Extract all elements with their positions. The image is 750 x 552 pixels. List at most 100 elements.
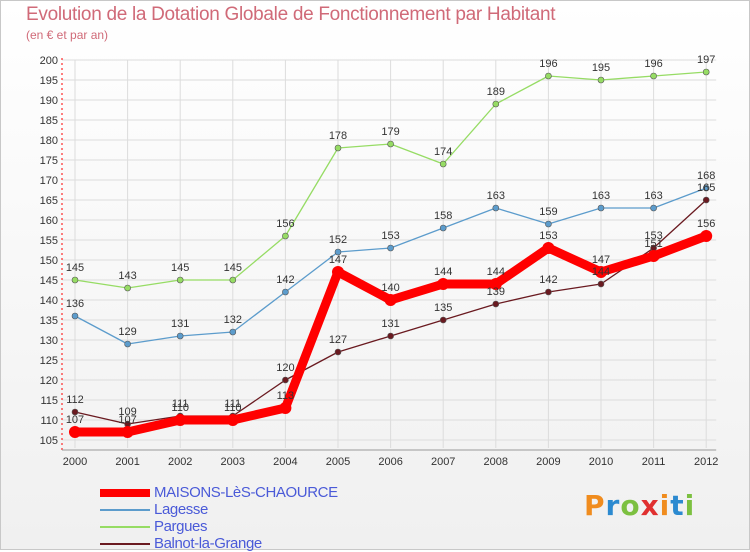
data-label: 165 — [697, 182, 715, 194]
data-point — [492, 204, 500, 212]
data-point — [332, 266, 344, 278]
x-tick-label: 2002 — [168, 456, 192, 468]
x-tick-label: 2008 — [484, 456, 508, 468]
data-point — [439, 316, 447, 324]
data-point — [597, 76, 605, 84]
y-tick-label: 150 — [40, 255, 58, 267]
data-point — [69, 426, 81, 438]
y-tick-label: 195 — [40, 75, 58, 87]
data-label: 163 — [644, 190, 662, 202]
y-tick-label: 190 — [40, 95, 58, 107]
data-label: 156 — [697, 218, 715, 230]
data-point — [650, 72, 657, 80]
data-point — [71, 312, 79, 320]
chart-subtitle: (en € et par an) — [26, 28, 109, 42]
data-label: 143 — [118, 270, 136, 282]
logo-letter: t — [670, 489, 685, 522]
y-tick-label: 125 — [40, 355, 58, 367]
logo-letter: r — [605, 489, 621, 522]
data-point — [542, 242, 555, 254]
data-label: 163 — [592, 190, 610, 202]
data-point — [489, 278, 502, 290]
logo-letter: x — [640, 489, 660, 522]
y-tick-label: 140 — [40, 295, 58, 307]
data-label: 196 — [539, 58, 557, 70]
x-tick-label: 2007 — [431, 456, 455, 468]
data-label: 158 — [434, 210, 452, 222]
logo-letter: i — [684, 489, 696, 522]
data-point — [545, 220, 552, 228]
data-point — [174, 414, 187, 426]
y-tick-label: 110 — [40, 415, 58, 427]
data-label: 145 — [66, 262, 84, 274]
logo-letter: o — [620, 489, 641, 522]
data-point — [387, 244, 394, 252]
x-tick-label: 2006 — [378, 456, 402, 468]
y-tick-label: 120 — [40, 375, 58, 387]
data-label: 145 — [224, 262, 242, 274]
data-point — [229, 276, 237, 284]
data-point — [545, 288, 552, 296]
y-tick-label: 180 — [40, 135, 58, 147]
y-tick-label: 145 — [40, 275, 58, 287]
data-label: 144 — [487, 266, 505, 278]
data-point — [282, 232, 289, 240]
x-tick-label: 2005 — [326, 456, 350, 468]
y-tick-label: 200 — [40, 55, 58, 67]
data-label: 151 — [644, 238, 662, 250]
data-label: 131 — [381, 318, 399, 330]
x-tick-label: 2011 — [642, 456, 666, 468]
legend-label: Balnot-la-Grange — [154, 535, 262, 552]
data-point — [439, 160, 447, 168]
data-point — [121, 426, 134, 438]
data-label: 136 — [66, 298, 84, 310]
data-label: 153 — [539, 230, 557, 242]
data-point — [702, 184, 710, 192]
data-label: 142 — [539, 274, 557, 286]
data-label: 113 — [277, 390, 295, 402]
data-label: 131 — [171, 318, 189, 330]
data-point — [71, 408, 79, 416]
data-point — [437, 278, 450, 290]
data-point — [229, 328, 237, 336]
data-point — [176, 332, 184, 340]
data-label: 127 — [329, 334, 347, 346]
data-label: 156 — [276, 218, 294, 230]
data-point — [597, 280, 605, 288]
data-label: 179 — [381, 126, 399, 138]
data-label: 111 — [224, 398, 241, 410]
data-point — [226, 414, 239, 426]
data-point — [702, 196, 710, 204]
y-tick-label: 105 — [40, 435, 58, 447]
data-point — [387, 140, 394, 148]
data-point — [124, 284, 131, 292]
data-label: 144 — [434, 266, 452, 278]
data-label: 168 — [697, 170, 715, 182]
data-label: 197 — [697, 54, 715, 66]
legend-swatch — [100, 489, 150, 497]
data-label: 132 — [224, 314, 242, 326]
legend-label: Pargues — [154, 518, 208, 535]
legend-label: MAISONS-LèS-CHAOURCE — [154, 484, 338, 501]
data-point — [492, 100, 500, 108]
data-point — [334, 348, 342, 356]
data-point — [597, 204, 605, 212]
y-tick-label: 165 — [40, 195, 58, 207]
data-point — [334, 144, 342, 152]
data-label: 153 — [644, 230, 662, 242]
x-tick-label: 2009 — [536, 456, 560, 468]
data-point — [650, 204, 657, 212]
x-tick-label: 2000 — [63, 456, 87, 468]
y-tick-label: 135 — [40, 315, 58, 327]
x-tick-label: 2001 — [115, 456, 139, 468]
data-label: 145 — [171, 262, 189, 274]
data-point — [124, 340, 131, 348]
data-label: 142 — [276, 274, 294, 286]
data-point — [545, 72, 552, 80]
data-label: 196 — [644, 58, 662, 70]
data-point — [384, 294, 397, 306]
data-label: 153 — [381, 230, 399, 242]
data-label: 178 — [329, 130, 347, 142]
